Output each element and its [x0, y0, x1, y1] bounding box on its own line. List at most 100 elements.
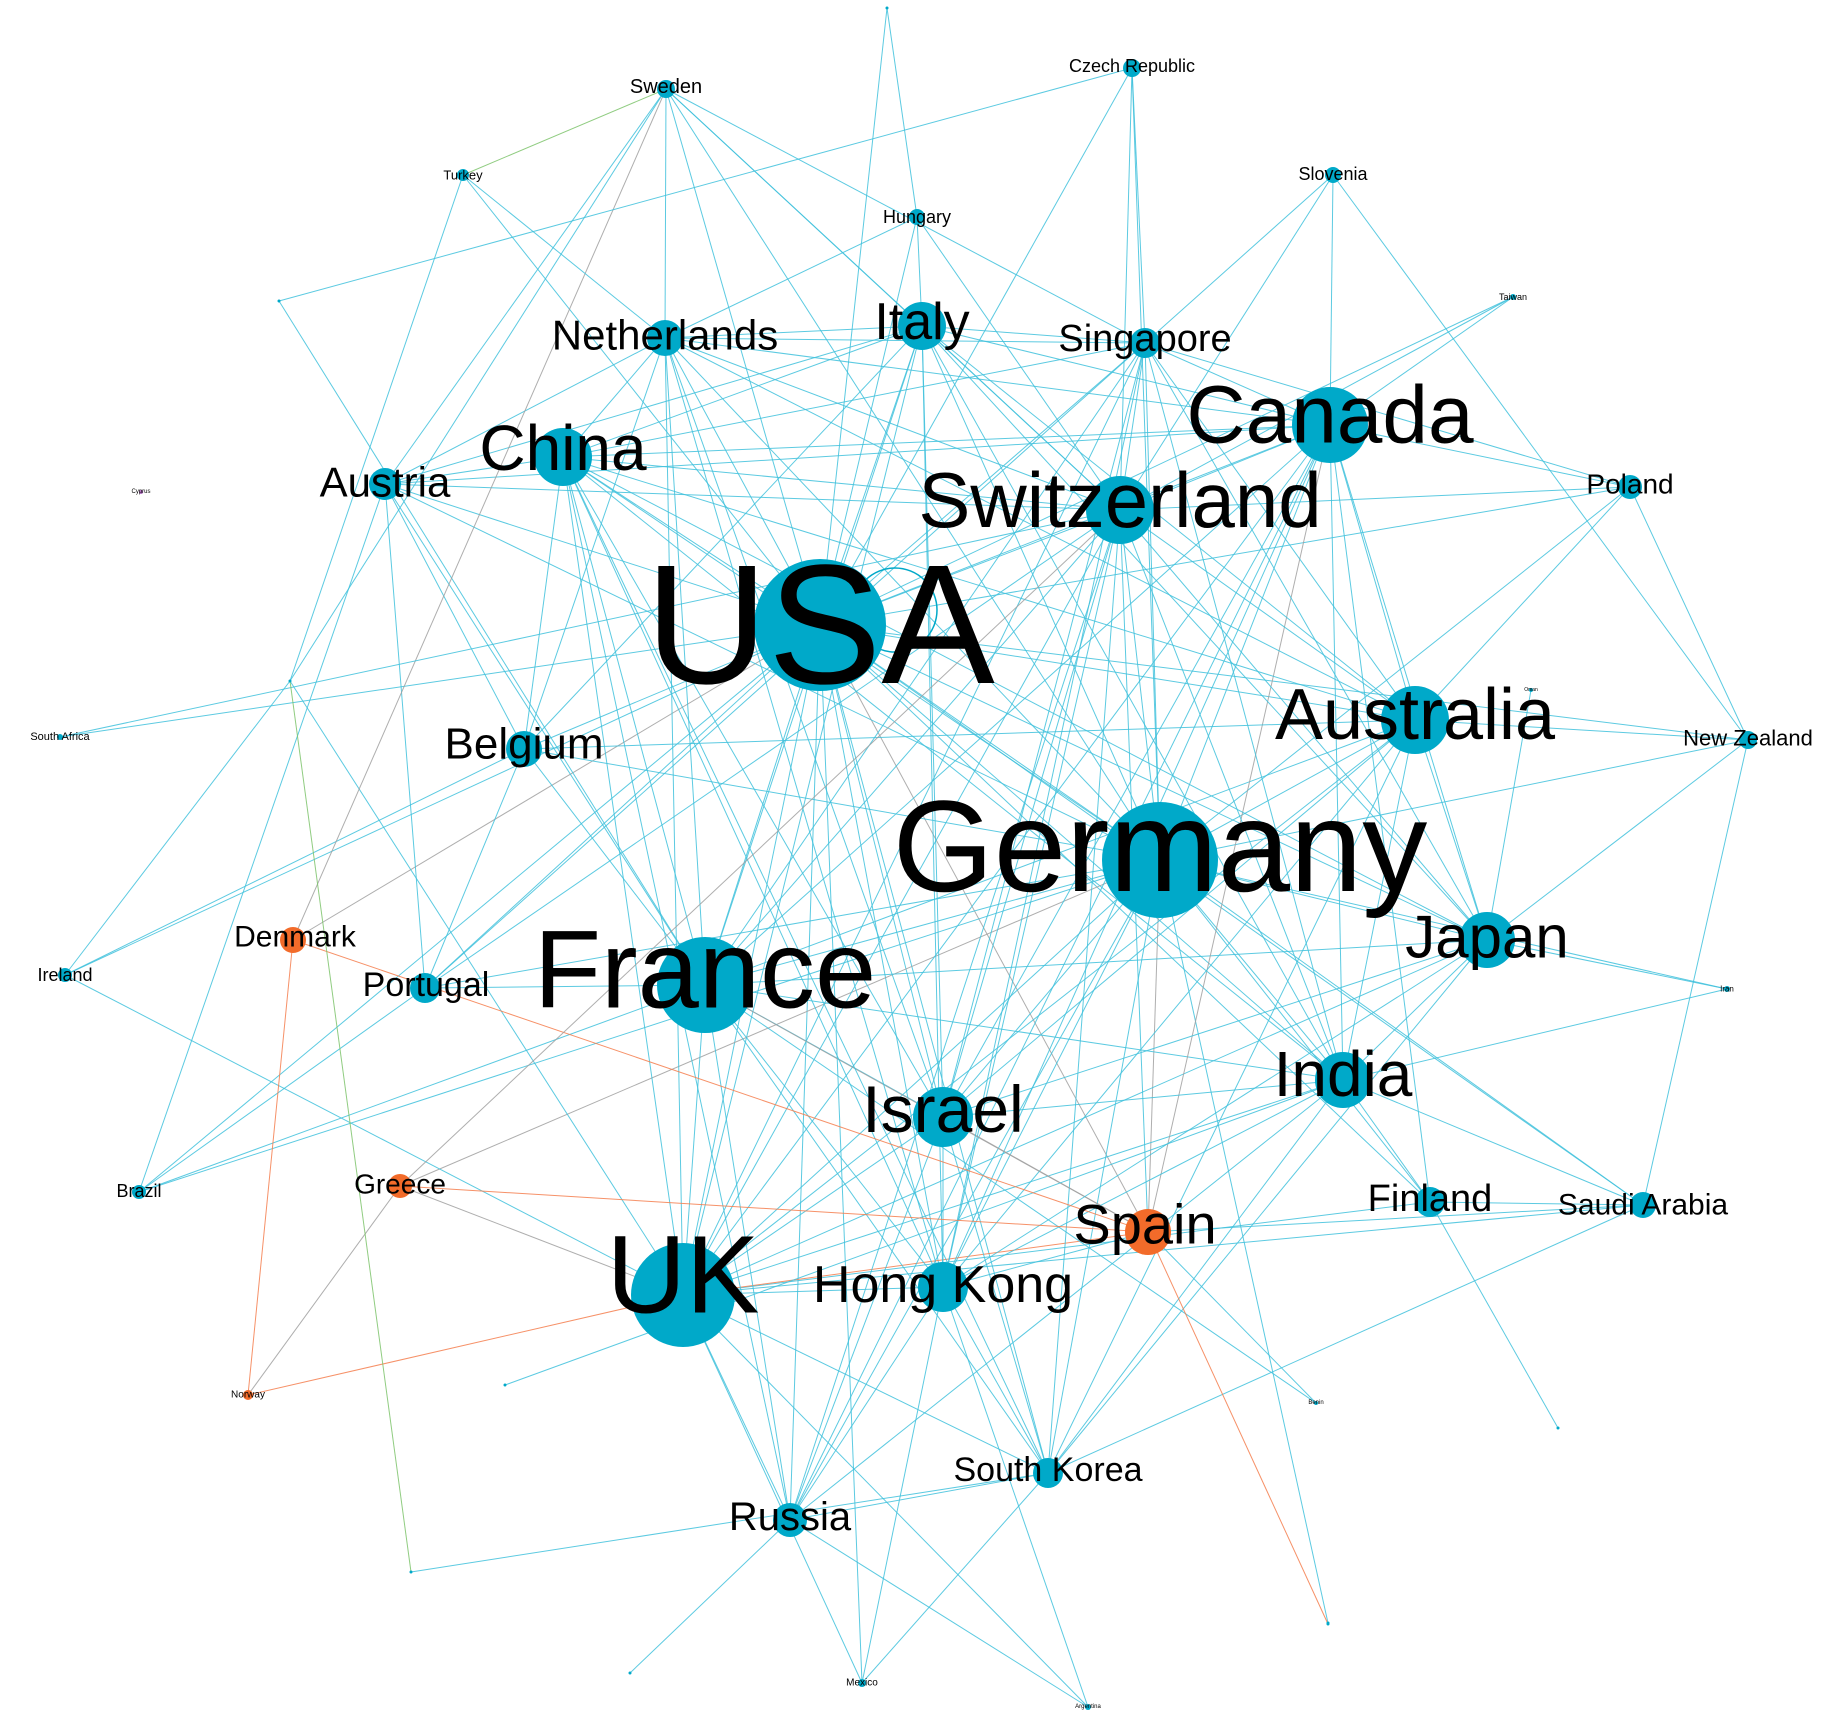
edge-usa-mexico [819, 624, 863, 1684]
node-southkorea [1033, 1458, 1063, 1488]
edge-russia-argentina [789, 1519, 1089, 1708]
edge-france-belgium [523, 748, 706, 986]
edge-usa-southkorea [819, 624, 1049, 1474]
edge-southkorea-mexico [861, 1472, 1049, 1684]
node-benin [1314, 1401, 1318, 1405]
label-iran: Iran [1720, 985, 1734, 994]
edge-switzerland-austria [384, 483, 1121, 511]
node-italy [898, 302, 946, 350]
edge-israel-singapore [942, 342, 1146, 1118]
edge-southafrica-switzerland [59, 509, 1121, 738]
edge-germany-canada [1159, 424, 1331, 861]
edge-uk-norway [247, 1294, 684, 1396]
edge-australia-italy [921, 325, 1416, 721]
edge-china-india [562, 456, 1344, 1081]
node-portugal [410, 973, 440, 1003]
edge-china-italy [562, 325, 923, 458]
edge-singapore-slovenia [1144, 174, 1334, 344]
edge-newzealand-japan [1486, 739, 1749, 941]
edge-usa-finland [819, 624, 1431, 1203]
edge-germany-greece [399, 859, 1161, 1187]
edge-france-benin [704, 984, 1317, 1404]
label-canada: Canada [1186, 370, 1474, 461]
edge-belgium-austria [384, 483, 525, 750]
edge-france-russia [704, 984, 791, 1521]
edge-hongkong-netherlands [664, 337, 944, 1288]
edge-israel-spain [942, 1116, 1149, 1233]
node-u1 [885, 6, 889, 10]
edge-australia-poland [1414, 486, 1631, 721]
edge-germany-austria [384, 483, 1161, 861]
edge-usa-taiwan [819, 296, 1514, 626]
label-southafrica: South Africa [30, 731, 90, 743]
edge-australia-india [1342, 719, 1416, 1081]
edge-france-u2 [278, 300, 706, 986]
edge-france-china [562, 456, 706, 986]
node-u4 [409, 1570, 413, 1574]
edge-china-austria [384, 456, 564, 485]
edge-australia-japan [1414, 719, 1488, 941]
edge-singapore-sweden [665, 88, 1146, 344]
edge-uk-china [562, 456, 684, 1296]
edge-germany-belgium [523, 748, 1161, 861]
edge-germany-saudiarabia [1159, 859, 1644, 1206]
node-hongkong [918, 1262, 968, 1312]
edge-germany-italy [921, 325, 1161, 861]
label-italy: Italy [874, 293, 969, 351]
label-argentina: Argentina [1075, 1704, 1101, 1710]
edge-belgium-portugal [424, 748, 525, 989]
edge-australia-china [562, 456, 1416, 721]
edge-u3-u4 [289, 680, 412, 1573]
edge-usa-turkey [462, 174, 821, 626]
label-oman: Oman [1524, 687, 1538, 693]
edge-uk-australia [682, 719, 1416, 1296]
edge-china-japan [562, 456, 1488, 941]
edge-hongkong-mexico [861, 1286, 944, 1684]
edge-sweden-u3 [289, 88, 667, 682]
edge-saudiarabia-newzealand [1642, 739, 1749, 1206]
edge-germany-finland [1159, 859, 1431, 1203]
node-belgium [506, 731, 542, 767]
edge-india-japan [1342, 939, 1488, 1081]
edge-india-italy [921, 325, 1344, 1081]
edge-china-belgium [523, 456, 564, 750]
edge-ireland-u3 [64, 680, 291, 976]
edge-germany-newzealand [1159, 739, 1749, 861]
label-france: France [534, 909, 876, 1032]
edge-austria-portugal [384, 483, 426, 989]
label-benin: Benin [1308, 1400, 1323, 1406]
edge-greece-norway [247, 1185, 401, 1396]
edge-japan-singapore [1144, 342, 1488, 941]
edge-france-hongkong [704, 984, 944, 1288]
edge-usa-spain [819, 624, 1149, 1233]
label-cyprus: Cyprus [131, 489, 150, 495]
edge-uk-mexico [682, 1294, 863, 1684]
label-norway: Norway [231, 1390, 265, 1401]
edge-czech-u2 [278, 67, 1133, 302]
node-turkey [457, 169, 469, 181]
edge-usa-russia [789, 624, 821, 1521]
node-cyprus [139, 490, 143, 494]
edge-switzerland-japan [1119, 509, 1488, 941]
node-spain [1125, 1209, 1171, 1255]
node-israel [913, 1087, 973, 1147]
edge-usa-austria [384, 483, 821, 626]
edge-india-russia [789, 1079, 1344, 1521]
node-slovenia [1325, 167, 1341, 183]
edge-germany-france [704, 859, 1161, 986]
edge-australia-singapore [1144, 342, 1416, 721]
edge-usa-india [819, 624, 1344, 1081]
node-japan [1459, 912, 1515, 968]
label-germany: Germany [893, 773, 1428, 919]
node-australia [1381, 686, 1449, 754]
edge-switzerland-australia [1119, 509, 1416, 721]
edge-switzerland-southkorea [1047, 509, 1121, 1474]
edge-france-netherlands [664, 337, 706, 986]
edge-spain-benin [1147, 1231, 1317, 1404]
node-layer [57, 6, 1757, 1710]
edge-germany-brazil [138, 859, 1161, 1193]
node-uk [631, 1243, 735, 1347]
edge-japan-oman [1486, 689, 1532, 941]
node-u2 [277, 299, 281, 303]
